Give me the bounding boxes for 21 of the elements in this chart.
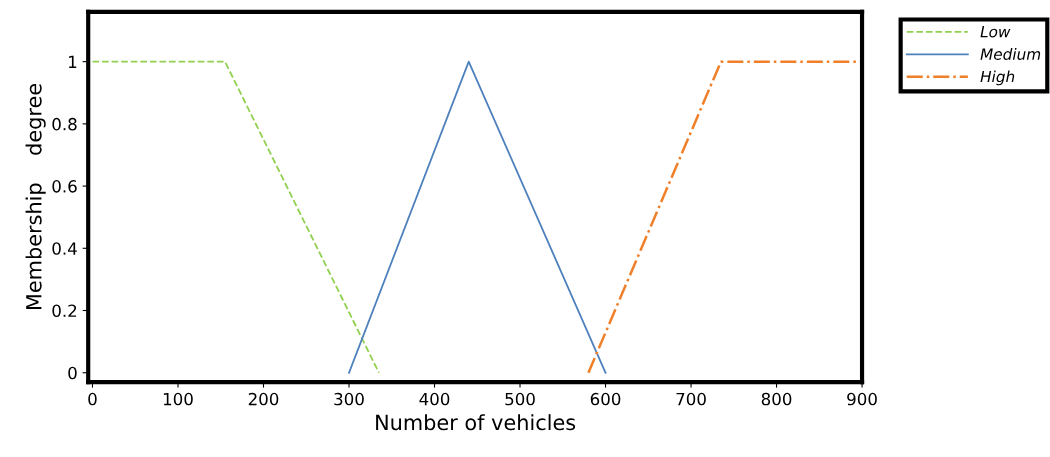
x-tick-label: 200 [248, 392, 279, 406]
y-axis-title: Membership degree [25, 83, 46, 310]
y-tick-label: 1 [69, 55, 77, 68]
y-tick-label: 0.2 [52, 304, 77, 318]
x-tick-label: 0 [88, 392, 97, 406]
x-tick-label: 600 [590, 392, 621, 406]
x-tick-label: 100 [163, 392, 193, 406]
x-tick-label: 800 [761, 392, 792, 406]
y-tick-label: 0.4 [52, 242, 77, 255]
x-tick-label: 300 [334, 392, 364, 406]
y-tick-label: 0.6 [52, 180, 77, 193]
x-tick-label: 700 [676, 392, 706, 406]
x-tick-label: 500 [505, 392, 535, 406]
x-tick-label: 900 [847, 392, 877, 406]
legend-label: Low [980, 26, 1011, 38]
y-tick-label: 0 [68, 366, 77, 380]
legend-label: High [980, 70, 1015, 86]
x-tick-label: 400 [419, 392, 450, 406]
legend-label: Medium [980, 48, 1041, 60]
x-axis-title: Number of vehicles [376, 414, 576, 431]
y-tick-label: 0.8 [52, 117, 77, 131]
